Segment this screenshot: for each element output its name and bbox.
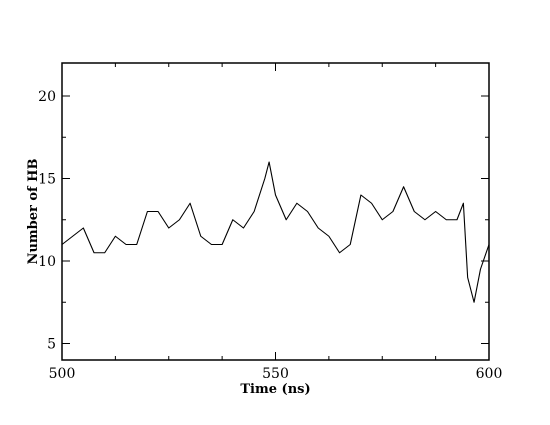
y-axis-ticks: 5 10 15 20: [38, 89, 489, 353]
y-tick-label: 10: [38, 254, 56, 270]
y-tick-label: 15: [38, 172, 56, 188]
plot-frame: [61, 62, 490, 361]
y-tick-label: 20: [38, 89, 56, 105]
series-line: [61, 161, 490, 303]
x-tick-label: 500: [49, 366, 76, 382]
y-tick-label: 5: [47, 337, 56, 353]
x-tick-label: 600: [476, 366, 503, 382]
x-axis-ticks: 500 550 600: [49, 63, 503, 382]
x-tick-label: 550: [262, 366, 289, 382]
y-axis-title: Number of HB: [26, 159, 41, 265]
plot-area: [61, 161, 490, 303]
x-axis-title: Time (ns): [240, 382, 310, 397]
